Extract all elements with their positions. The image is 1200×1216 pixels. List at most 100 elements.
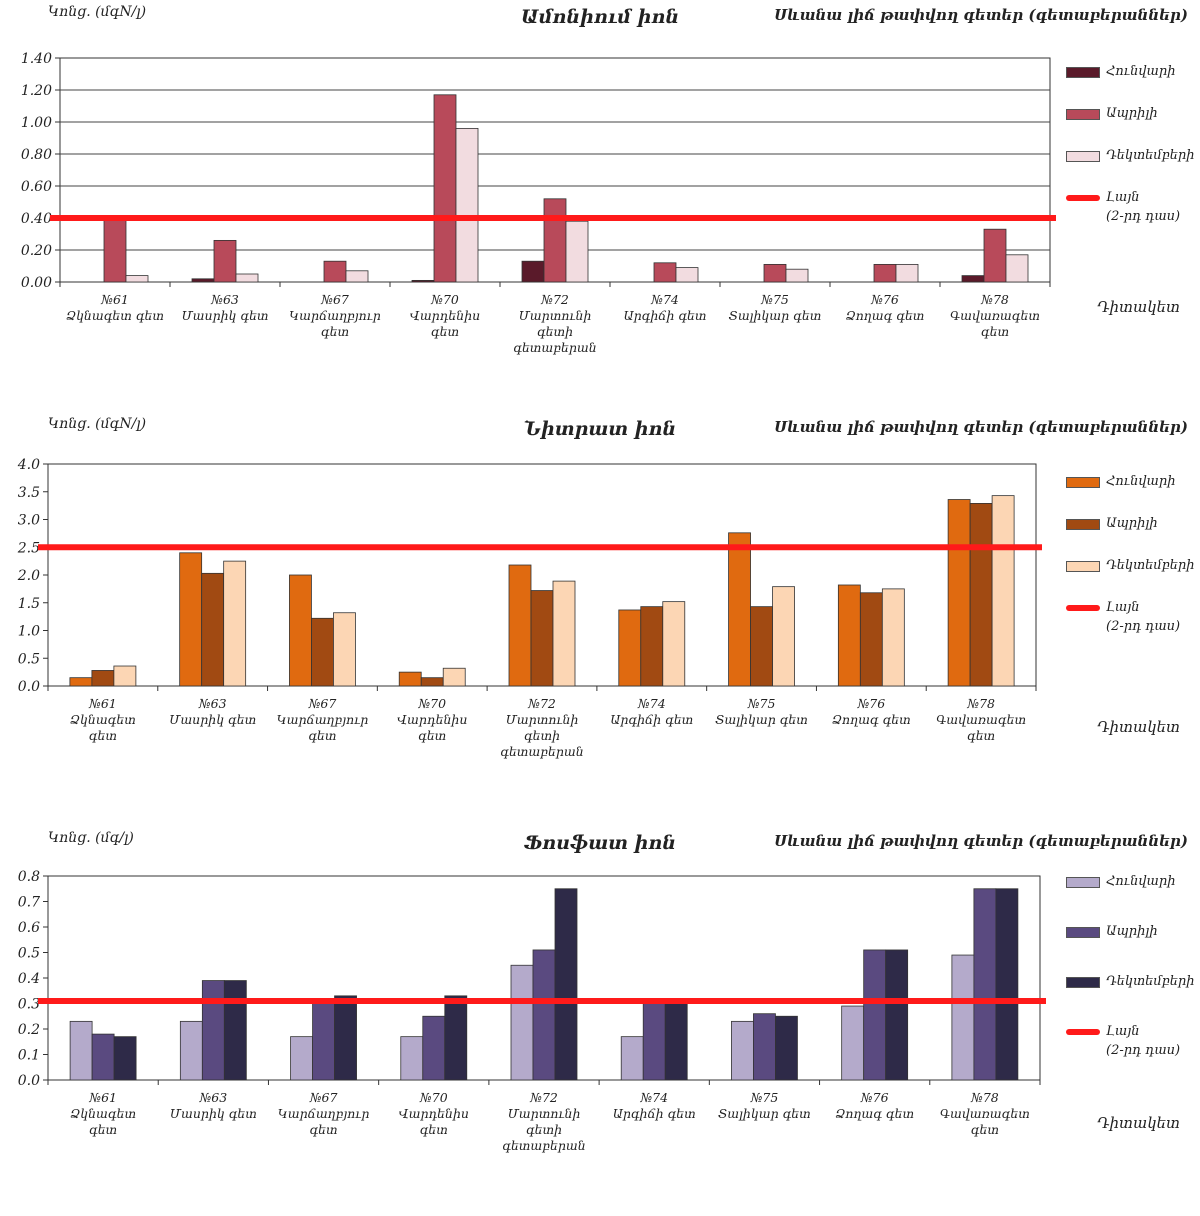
y-tick-label: 0.00 <box>21 275 52 291</box>
x-tick-label: №61 <box>88 696 117 711</box>
bar <box>863 949 887 1081</box>
x-tick-label: Մարտունի <box>508 1106 581 1121</box>
x-tick-label: №78 <box>966 696 995 711</box>
y-tick-label: 1.20 <box>21 83 52 99</box>
y-tick-label: 4.0 <box>17 457 40 473</box>
x-tick-label: №78 <box>970 1090 999 1105</box>
y-tick-label: 3.0 <box>18 513 40 529</box>
bar <box>400 1036 424 1081</box>
legend-swatch <box>1066 877 1100 888</box>
legend-item: Ապրիլի <box>1066 922 1200 962</box>
bar <box>290 1036 313 1081</box>
x-axis-label: Դիտակետ <box>1097 1114 1180 1132</box>
x-tick-label: Մարտունի <box>506 712 579 727</box>
x-tick-label: գետ <box>971 1122 999 1137</box>
x-tick-label: Տալիկար գետ <box>715 712 808 727</box>
bar <box>103 219 127 283</box>
legend-swatch <box>1066 67 1100 78</box>
x-tick-label: Վարդենիս <box>410 308 480 323</box>
x-axis-label: Դիտակետ <box>1097 718 1180 736</box>
y-tick-label: 0.40 <box>21 211 52 227</box>
bar <box>991 495 1015 687</box>
legend-label: Լայն (2-րդ դաս) <box>1106 1024 1181 1058</box>
x-tick-label: գետ <box>89 1122 117 1137</box>
legend-item: Հունվարի <box>1066 472 1200 512</box>
bar <box>620 1036 644 1081</box>
y-tick-label: 0.80 <box>21 147 52 163</box>
bar <box>653 262 677 283</box>
bar <box>969 503 993 687</box>
x-tick-label: №70 <box>419 1090 448 1105</box>
bar <box>179 1020 203 1081</box>
legend-label: Լայն (2-րդ դաս) <box>1106 190 1181 224</box>
legend-label: Լայն (2-րդ դաս) <box>1106 600 1181 634</box>
bar <box>125 275 149 283</box>
legend-swatch <box>1066 561 1100 572</box>
x-tick-label: №63 <box>210 292 239 307</box>
x-tick-label: գետի <box>526 1122 562 1137</box>
bar <box>675 267 699 283</box>
x-tick-label: Կարճաղբյուր <box>277 712 369 727</box>
legend-item: Լայն (2-րդ դաս) <box>1066 598 1200 638</box>
bar <box>552 580 576 687</box>
y-tick-label: 0.0 <box>18 679 40 695</box>
legend-swatch <box>1066 605 1100 611</box>
bar <box>554 888 578 1081</box>
bar <box>422 1015 446 1081</box>
x-tick-label: №75 <box>760 292 789 307</box>
bar <box>113 1036 137 1081</box>
bar <box>311 617 334 687</box>
nitrate-chart-panel: Կոնց. (մգN/լ) Նիտրատ իոն Սևանա լիճ թափվո… <box>0 412 1200 802</box>
y-tick-label: 3.5 <box>18 485 40 501</box>
legend-item: Լայն (2-րդ դաս) <box>1066 1022 1200 1062</box>
bar <box>973 888 997 1081</box>
x-tick-label: №78 <box>980 292 1009 307</box>
bar <box>772 586 795 687</box>
bar <box>433 94 457 283</box>
legend-item: Լայն (2-րդ դաս) <box>1066 188 1200 228</box>
x-tick-label: №63 <box>198 1090 227 1105</box>
x-tick-label: Մասրիկ գետ <box>181 308 268 323</box>
bar <box>323 260 347 283</box>
bar <box>69 1020 93 1081</box>
x-tick-label: գետ <box>418 728 446 743</box>
legend-item: Դեկտեմբերի <box>1066 556 1200 596</box>
x-tick-label: Ձողագ գետ <box>832 712 911 727</box>
y-tick-label: 0.5 <box>18 946 40 962</box>
x-tick-label: գետաբերան <box>502 1138 585 1153</box>
x-tick-label: Վարդենիս <box>399 1106 469 1121</box>
x-tick-label: գետ <box>309 1122 337 1137</box>
bar <box>530 590 554 687</box>
chart-title: Նիտրատ իոն <box>523 418 677 440</box>
bar <box>753 1013 776 1081</box>
y-tick-label: 0.1 <box>18 1048 40 1064</box>
bar <box>411 279 435 283</box>
y-tick-label: 0.8 <box>18 869 40 885</box>
y-tick-label: 0.5 <box>18 651 40 667</box>
y-tick-label: 0.7 <box>18 895 40 911</box>
legend-label: Ապրիլի <box>1106 516 1158 531</box>
y-tick-label: 1.5 <box>18 596 40 612</box>
bar <box>455 127 479 283</box>
bar <box>201 572 225 687</box>
bar <box>640 606 664 687</box>
bar <box>642 1000 666 1081</box>
legend-swatch <box>1066 927 1100 938</box>
bar <box>334 995 357 1081</box>
x-tick-label: գետաբերան <box>513 340 596 355</box>
y-tick-label: 0.60 <box>21 179 52 195</box>
y-tick-label: 0.2 <box>18 1022 40 1038</box>
x-tick-label: №67 <box>320 292 349 307</box>
x-tick-label: №72 <box>540 292 569 307</box>
bar <box>543 198 567 283</box>
bar <box>995 888 1019 1081</box>
bar <box>444 995 468 1081</box>
x-tick-label: Ձողագ գետ <box>835 1106 914 1121</box>
bar <box>312 1000 335 1081</box>
bar <box>442 667 466 687</box>
bar <box>69 677 93 687</box>
chart-subtitle: Սևանա լիճ թափվող գետեր (գետաբերաններ) <box>774 6 1188 24</box>
y-tick-label: 2.5 <box>17 540 40 556</box>
bar <box>420 677 444 687</box>
legend-swatch <box>1066 477 1100 488</box>
